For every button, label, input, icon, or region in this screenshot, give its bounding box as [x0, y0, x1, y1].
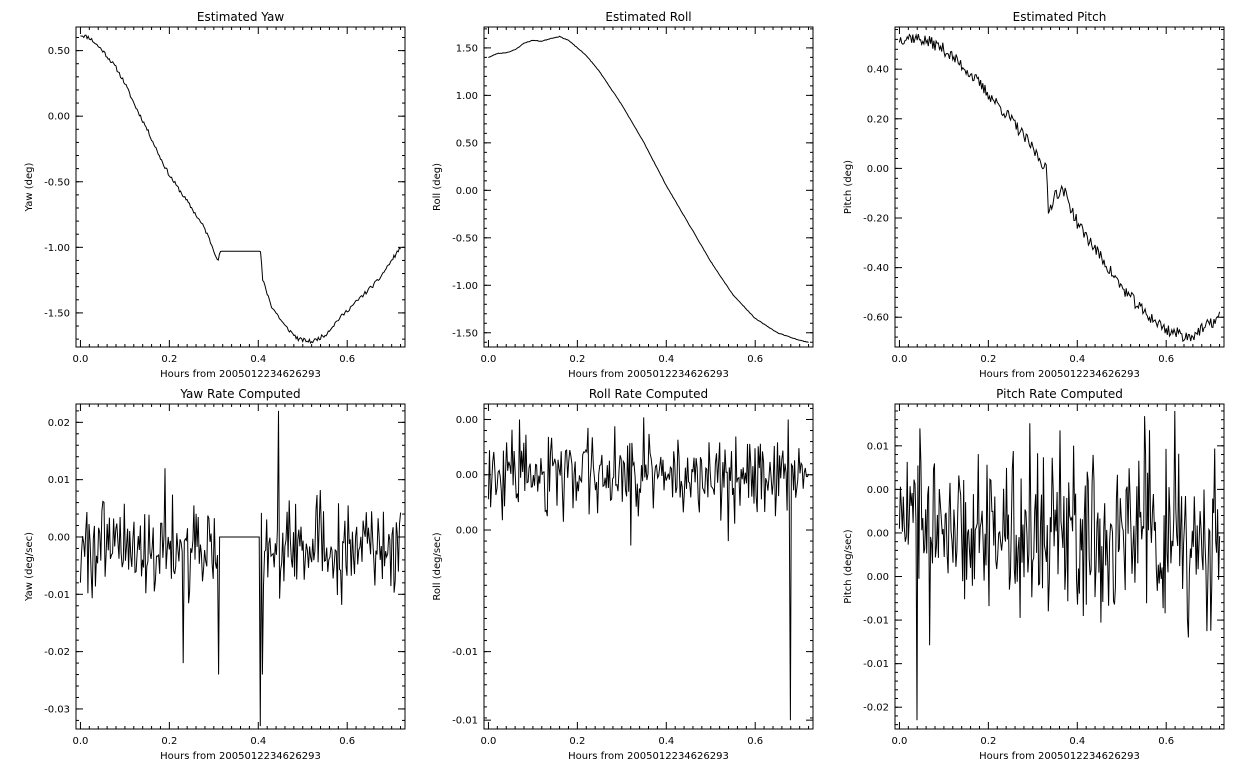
- y-tick-label: 0.50: [456, 138, 478, 149]
- plot-frame: [75, 26, 406, 348]
- series-line-1: [79, 410, 402, 727]
- y-tick-label: 0.00: [867, 528, 889, 539]
- y-tick-label: 0.01: [48, 475, 70, 486]
- y-tick-label: 1.00: [456, 91, 478, 102]
- chart-panel-3: Estimated Pitch Hours from 20050122346262…: [843, 10, 1225, 380]
- x-tick-label: 0.0: [480, 354, 496, 365]
- chart-panel-1: Estimated Yaw Hours from 2005012234626293…: [24, 10, 406, 380]
- y-tick-label: 0.40: [867, 65, 889, 76]
- x-tick-label: 0.2: [569, 736, 585, 747]
- y-axis-label: Yaw (deg/sec): [24, 532, 35, 602]
- chart-panel-4: Yaw Rate Computed Hours from 200501223462…: [24, 387, 406, 762]
- x-axis-label: Hours from 2005012234626293: [979, 751, 1140, 762]
- y-tick-label: 0.01: [867, 441, 889, 452]
- series-line-1: [80, 34, 401, 345]
- plot-frame: [483, 26, 814, 348]
- y-tick-label: -1.50: [44, 308, 70, 319]
- y-axis-label: Roll (deg): [432, 163, 443, 211]
- y-tick-label: 0.50: [48, 46, 70, 57]
- x-tick-label: 0.4: [250, 736, 266, 747]
- y-tick-label: 0.20: [867, 114, 889, 125]
- x-axis-label: Hours from 2005012234626293: [160, 369, 321, 380]
- chart-title: Roll Rate Computed: [589, 387, 708, 401]
- y-tick-label: 0.00: [48, 532, 70, 543]
- x-tick-label: 0.2: [161, 354, 177, 365]
- y-tick-label: 0.00: [867, 485, 889, 496]
- x-axis-label: Hours from 2005012234626293: [160, 751, 321, 762]
- x-tick-label: 0.4: [250, 354, 266, 365]
- y-tick-label: 0.00: [456, 526, 478, 537]
- y-tick-label: -0.01: [863, 616, 889, 627]
- y-tick-label: -0.20: [863, 214, 889, 225]
- y-tick-label: -1.00: [44, 243, 70, 254]
- x-tick-label: 0.2: [980, 736, 996, 747]
- y-tick-label: -0.01: [452, 716, 478, 727]
- y-tick-label: -0.03: [44, 704, 70, 715]
- x-tick-label: 0.0: [891, 354, 907, 365]
- x-tick-label: 0.2: [569, 354, 585, 365]
- chart-title: Estimated Pitch: [1013, 10, 1107, 24]
- chart-panel-2: Estimated Roll Hours from 200501223462629…: [432, 10, 814, 380]
- y-tick-label: -0.60: [863, 313, 889, 324]
- chart-title: Yaw Rate Computed: [179, 387, 300, 401]
- y-axis-label: Yaw (deg): [24, 162, 35, 212]
- y-axis-label: Roll (deg/sec): [432, 532, 443, 600]
- y-tick-label: -0.01: [863, 659, 889, 670]
- y-tick-label: 0.00: [48, 112, 70, 123]
- x-tick-label: 0.0: [72, 736, 88, 747]
- x-tick-label: 0.6: [339, 354, 355, 365]
- x-tick-label: 0.6: [1158, 736, 1174, 747]
- x-tick-label: 0.6: [1158, 354, 1174, 365]
- y-axis-label: Pitch (deg/sec): [843, 529, 854, 604]
- y-tick-label: -0.02: [863, 703, 889, 714]
- x-tick-label: 0.4: [1069, 354, 1085, 365]
- x-axis-label: Hours from 2005012234626293: [979, 369, 1140, 380]
- y-tick-label: -0.50: [44, 177, 70, 188]
- series-line-1: [898, 410, 1221, 721]
- x-tick-label: 0.6: [747, 736, 763, 747]
- y-tick-label: -0.50: [452, 233, 478, 244]
- x-tick-label: 0.2: [161, 736, 177, 747]
- chart-panel-5: Roll Rate Computed Hours from 20050122346…: [432, 387, 814, 762]
- x-tick-label: 0.0: [72, 354, 88, 365]
- y-tick-label: -0.02: [44, 647, 70, 658]
- y-tick-label: -1.00: [452, 281, 478, 292]
- y-tick-label: 0.00: [867, 164, 889, 175]
- y-tick-label: 0.00: [867, 572, 889, 583]
- x-tick-label: 0.4: [1069, 736, 1085, 747]
- chart-title: Estimated Yaw: [197, 10, 284, 24]
- y-axis-label: Pitch (deg): [843, 160, 854, 214]
- x-tick-label: 0.6: [747, 354, 763, 365]
- plot-frame: [894, 26, 1225, 348]
- x-tick-label: 0.0: [891, 736, 907, 747]
- y-tick-label: 0.02: [48, 418, 70, 429]
- x-tick-label: 0.6: [339, 736, 355, 747]
- y-tick-label: 0.00: [456, 186, 478, 197]
- chart-panel-6: Pitch Rate Computed Hours from 2005012234…: [843, 387, 1225, 762]
- chart-title: Estimated Roll: [605, 10, 691, 24]
- series-line-1: [488, 35, 809, 343]
- y-tick-label: 0.00: [456, 415, 478, 426]
- y-tick-label: 0.00: [456, 470, 478, 481]
- x-tick-label: 0.4: [658, 736, 674, 747]
- y-tick-label: 1.50: [456, 43, 478, 54]
- chart-title: Pitch Rate Computed: [996, 387, 1123, 401]
- plot-frame: [75, 403, 406, 730]
- y-tick-label: -0.40: [863, 263, 889, 274]
- x-tick-label: 0.4: [658, 354, 674, 365]
- x-tick-label: 0.0: [480, 736, 496, 747]
- x-axis-label: Hours from 2005012234626293: [568, 369, 729, 380]
- series-line-1: [487, 417, 810, 721]
- series-line-1: [898, 33, 1221, 343]
- y-tick-label: -0.01: [44, 590, 70, 601]
- y-tick-label: -1.50: [452, 328, 478, 339]
- y-tick-label: -0.01: [452, 647, 478, 658]
- x-axis-label: Hours from 2005012234626293: [568, 751, 729, 762]
- x-tick-label: 0.2: [980, 354, 996, 365]
